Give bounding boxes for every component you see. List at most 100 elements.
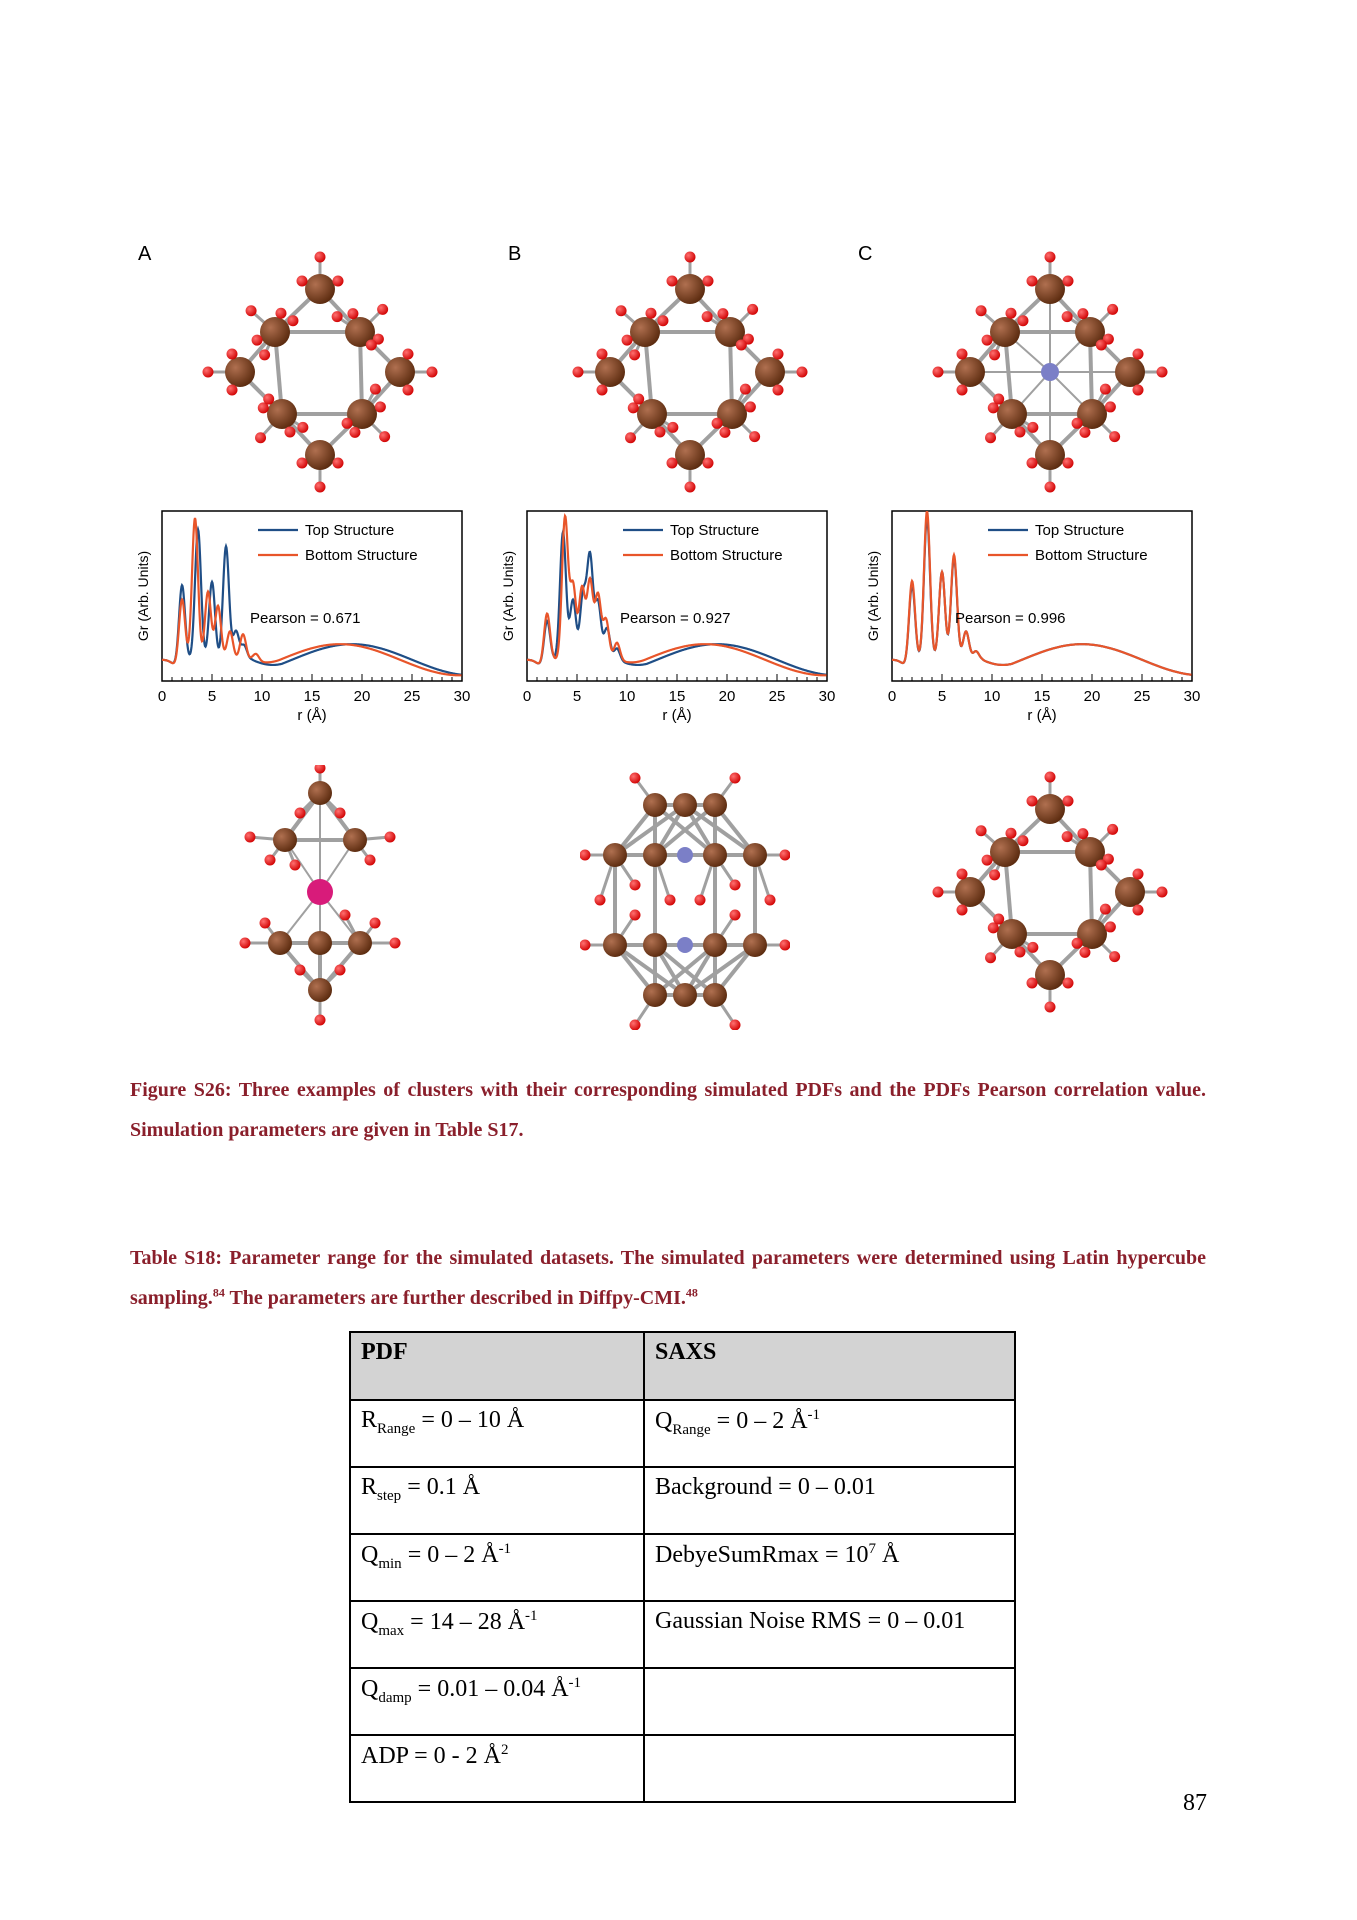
oxygen-atom: [629, 772, 641, 784]
iron-atom: [717, 399, 747, 429]
oxygen-atom: [1132, 348, 1144, 360]
iron-atom: [348, 931, 372, 955]
iron-atom: [637, 399, 667, 429]
oxygen-atom: [244, 831, 256, 843]
pdf-param-cell: Qmin = 0 – 2 Å-1: [349, 1533, 645, 1602]
x-tick-label: 10: [619, 688, 636, 705]
oxygen-atom: [314, 481, 326, 493]
panel-letter-a: A: [138, 243, 152, 265]
table-header-saxs: SAXS: [643, 1331, 1016, 1401]
oxygen-atom: [779, 939, 790, 951]
oxygen-atom: [331, 311, 343, 323]
oxygen-atom: [1104, 921, 1116, 933]
oxygen-atom: [666, 457, 678, 469]
cluster-a-top-image: [202, 251, 438, 493]
oxygen-atom: [747, 303, 759, 315]
iron-atom: [225, 357, 255, 387]
oxygen-atom: [347, 308, 359, 320]
pdf-chart-b: 0 5 10 15 20 25 30 r (Å) Gr (Arb. Units) Top Stru…: [500, 510, 835, 724]
oxygen-atom: [257, 402, 269, 414]
oxygen-atom: [1062, 795, 1074, 807]
y-axis-label: Gr (Arb. Units): [865, 551, 881, 641]
iron-atom: [343, 828, 367, 852]
iron-atom: [1035, 960, 1065, 990]
page-number: 87: [1183, 1790, 1207, 1816]
iron-atom: [1075, 837, 1105, 867]
x-tick-label: 25: [404, 688, 421, 705]
oxygen-atom: [402, 384, 414, 396]
oxygen-atom: [1027, 421, 1039, 433]
iron-atom: [997, 399, 1027, 429]
table-header-row: PDF SAXS: [349, 1331, 1016, 1401]
oxygen-atom: [1099, 383, 1111, 395]
oxygen-atom: [711, 417, 723, 429]
heteroatom: [677, 937, 693, 953]
oxygen-atom: [975, 305, 987, 317]
oxygen-atom: [594, 894, 606, 906]
oxygen-atom: [580, 849, 591, 861]
oxygen-atom: [1014, 946, 1026, 958]
x-tick-label: 0: [158, 688, 166, 705]
iron-atom: [308, 978, 332, 1002]
iron-atom: [643, 793, 667, 817]
oxygen-atom: [572, 366, 584, 378]
cluster-a-bottom-image: [239, 765, 401, 1026]
pdf-chart-c: 0 5 10 15 20 25 30 r (Å) Gr (Arb. Units) Top Stru…: [865, 510, 1201, 724]
iron-atom: [385, 357, 415, 387]
iron-atom: [630, 317, 660, 347]
oxygen-atom: [694, 894, 706, 906]
pdf-param-cell: RRange = 0 – 10 Å: [349, 1399, 645, 1468]
oxygen-atom: [1109, 431, 1121, 443]
x-axis-label: r (Å): [1027, 707, 1056, 724]
oxygen-atom: [364, 854, 376, 866]
legend-label: Bottom Structure: [1035, 547, 1148, 564]
oxygen-atom: [1077, 828, 1089, 840]
oxygen-atom: [580, 939, 591, 951]
iron-atom: [997, 919, 1027, 949]
oxygen-atom: [289, 859, 301, 871]
iron-atom: [715, 317, 745, 347]
oxygen-atom: [719, 426, 731, 438]
iron-atom: [345, 317, 375, 347]
oxygen-atom: [296, 457, 308, 469]
oxygen-atom: [684, 251, 696, 263]
oxygen-atom: [666, 275, 678, 287]
oxygen-atom: [287, 315, 299, 327]
oxygen-atom: [1026, 977, 1038, 989]
oxygen-atom: [426, 366, 438, 378]
iron-atom: [755, 357, 785, 387]
oxygen-atom: [294, 964, 306, 976]
oxygen-atom: [1062, 977, 1074, 989]
oxygen-atom: [629, 1019, 641, 1030]
oxygen-atom: [332, 275, 344, 287]
oxygen-atom: [993, 913, 1005, 925]
series-line-bottom-structure: [162, 517, 462, 677]
oxygen-atom: [384, 831, 396, 843]
series-line-top-structure: [162, 525, 462, 676]
x-tick-label: 30: [1184, 688, 1201, 705]
oxygen-atom: [932, 366, 944, 378]
iron-atom: [673, 983, 697, 1007]
pdf-param-cell: Qmax = 14 – 28 Å-1: [349, 1600, 645, 1669]
oxygen-atom: [365, 339, 377, 351]
pdf-chart-a: 0 5 10 15 20 25 30 r (Å) Gr (Arb. Units) Top Stru…: [135, 510, 470, 724]
oxygen-atom: [1017, 315, 1029, 327]
oxygen-atom: [989, 869, 1001, 881]
oxygen-atom: [1104, 401, 1116, 413]
oxygen-atom: [749, 431, 761, 443]
oxygen-atom: [1061, 831, 1073, 843]
bond: [653, 943, 717, 997]
iron-atom: [990, 837, 1020, 867]
oxygen-atom: [389, 937, 401, 949]
oxygen-atom: [1026, 457, 1038, 469]
heteroatom: [1041, 363, 1059, 381]
oxygen-atom: [1044, 771, 1056, 783]
oxygen-atom: [1062, 275, 1074, 287]
oxygen-atom: [1062, 457, 1074, 469]
bond: [683, 803, 757, 857]
legend-label: Bottom Structure: [305, 547, 418, 564]
iron-atom: [673, 793, 697, 817]
oxygen-atom: [729, 1019, 741, 1030]
oxygen-atom: [701, 311, 713, 323]
oxygen-atom: [1071, 417, 1083, 429]
